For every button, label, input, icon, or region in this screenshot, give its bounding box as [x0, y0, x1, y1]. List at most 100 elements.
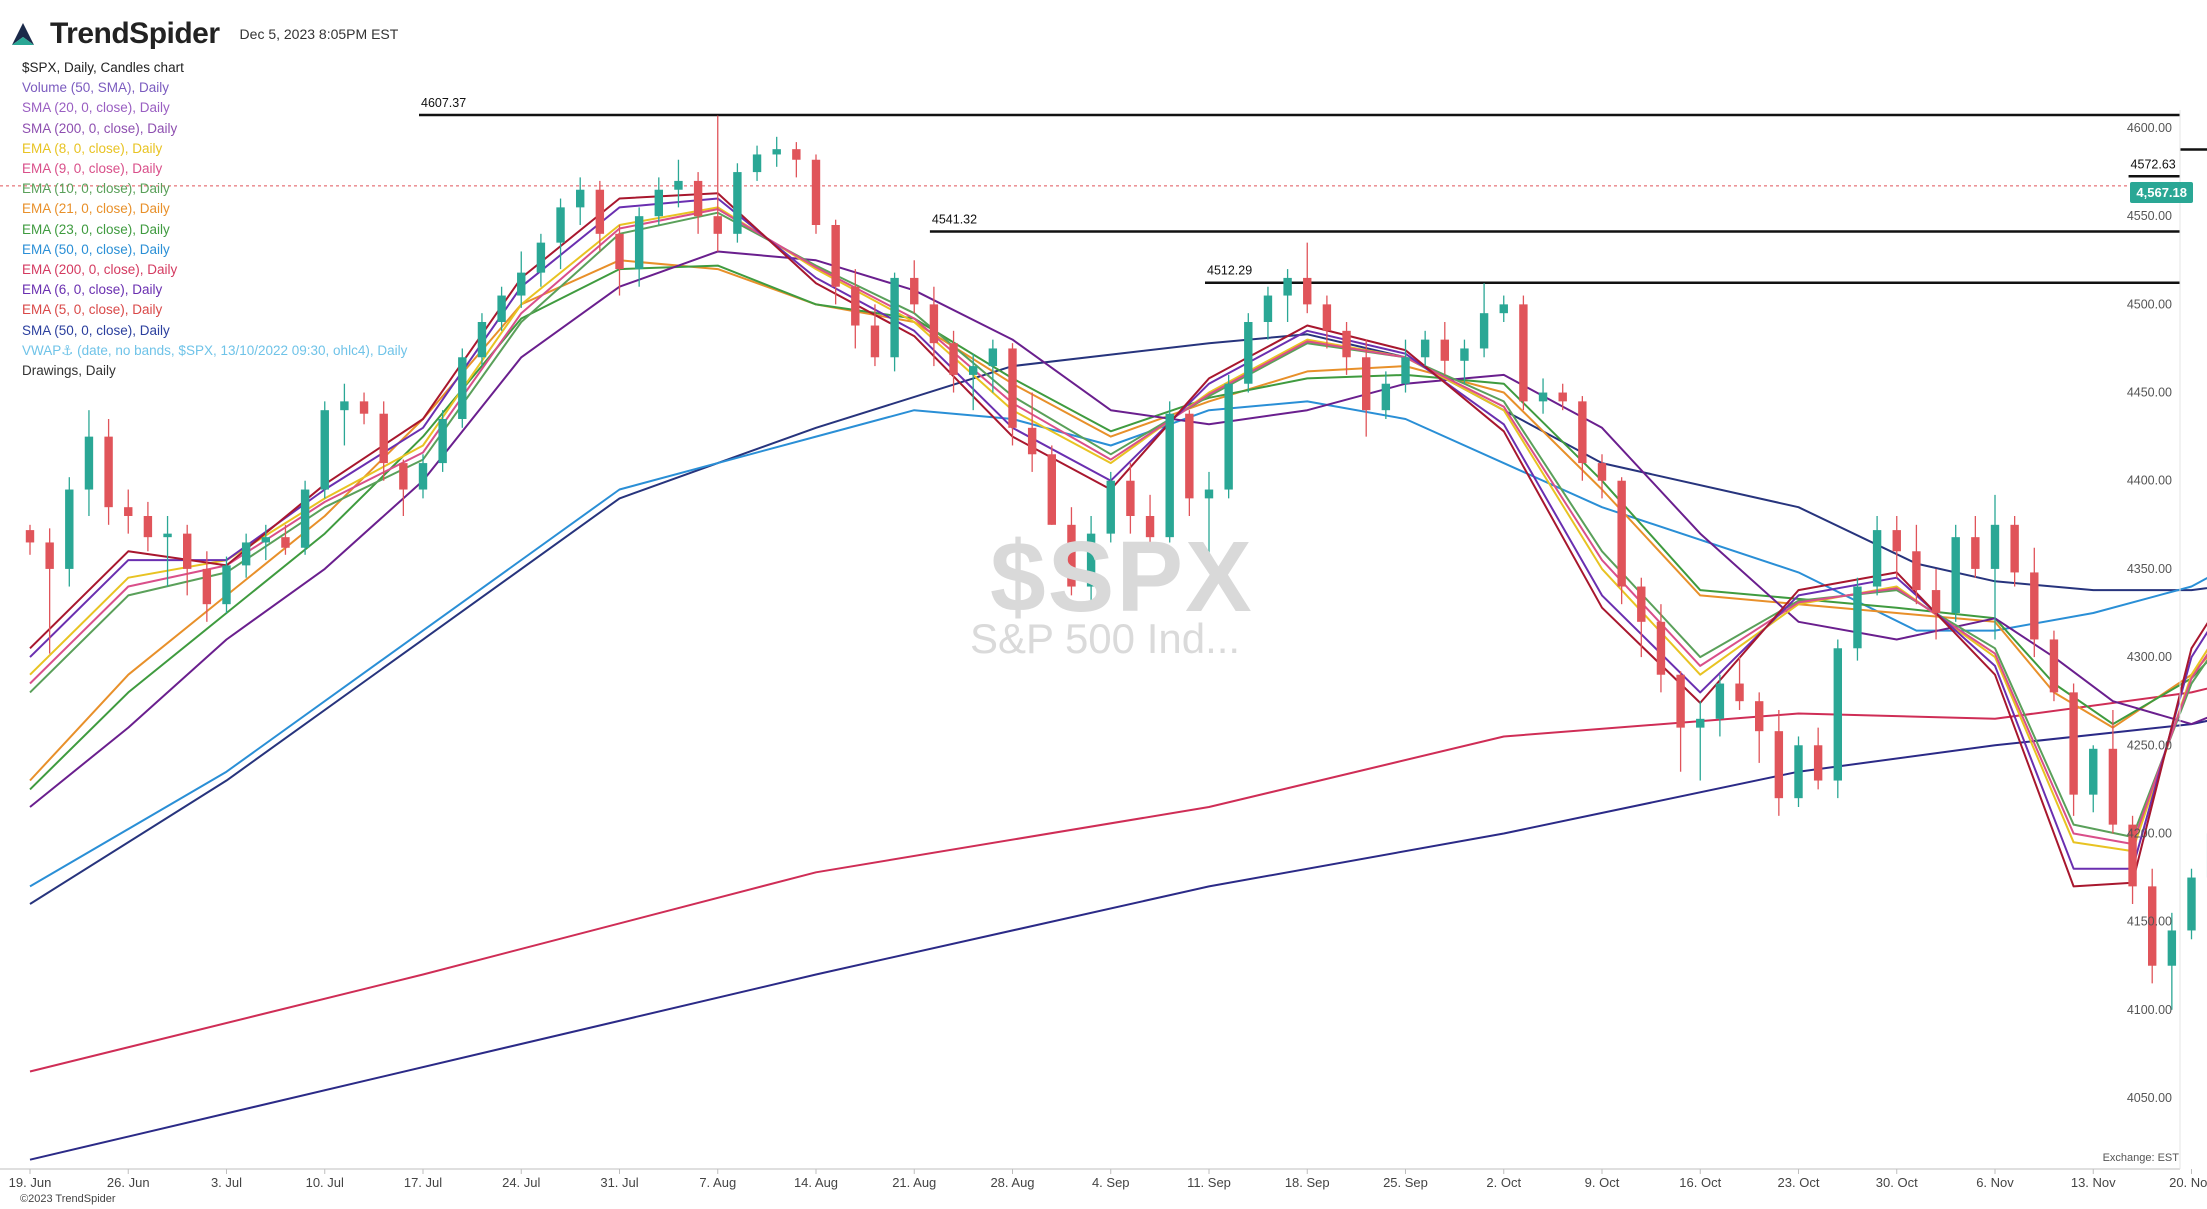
- candle-body: [949, 343, 958, 375]
- y-tick-label: 4150.00: [2127, 915, 2172, 929]
- candle-body: [202, 568, 212, 605]
- x-tick-label: 11. Sep: [1187, 1175, 1231, 1190]
- indicator-legend-item[interactable]: SMA (50, 0, close), Daily: [22, 322, 170, 338]
- candle-body: [1401, 357, 1410, 384]
- copyright: ©2023 TrendSpider: [20, 1193, 116, 1205]
- candle-body: [183, 533, 192, 569]
- candle-body: [1637, 586, 1646, 622]
- candle-body: [1224, 383, 1233, 490]
- indicator-legend-item[interactable]: Volume (50, SMA), Daily: [22, 80, 170, 96]
- candle-body: [163, 533, 172, 538]
- candle-body: [674, 180, 683, 190]
- indicator-legend: $SPX, Daily, Candles chart Volume (50, S…: [22, 58, 407, 381]
- candle-body: [241, 542, 251, 566]
- level-label: 4607.37: [421, 96, 466, 110]
- candle-body: [25, 530, 35, 543]
- candle-body: [1420, 339, 1430, 358]
- candle-body: [438, 419, 447, 464]
- candle-body: [1145, 516, 1155, 538]
- y-tick-label: 4050.00: [2127, 1091, 2172, 1105]
- indicator-legend-item[interactable]: EMA (50, 0, close), Daily: [22, 241, 170, 257]
- x-tick-label: 24. Jul: [502, 1175, 540, 1190]
- x-tick-label: 9. Oct: [1585, 1175, 1620, 1190]
- trendspider-logo-icon: [10, 21, 36, 47]
- candle-body: [1656, 621, 1666, 675]
- candle-body: [1460, 348, 1469, 361]
- candle-body: [320, 410, 329, 490]
- ma-line: [29, 208, 2207, 845]
- candle-body: [1165, 413, 1174, 538]
- candle-body: [910, 277, 919, 305]
- chart-title: $SPX, Daily, Candles chart: [22, 60, 184, 75]
- indicator-legend-item[interactable]: EMA (8, 0, close), Daily: [22, 140, 163, 156]
- candle-body: [536, 242, 546, 273]
- indicator-legend-item[interactable]: EMA (21, 0, close), Daily: [22, 201, 170, 217]
- candle-body: [65, 489, 74, 569]
- ma-line: [29, 197, 2207, 870]
- candle-body: [1303, 277, 1312, 305]
- candle-body: [1872, 530, 1882, 587]
- indicator-legend-item[interactable]: EMA (5, 0, close), Daily: [22, 302, 163, 318]
- x-tick-label: 4. Sep: [1092, 1175, 1130, 1190]
- candle-body: [1912, 551, 1921, 591]
- candle-body: [1047, 454, 1056, 525]
- candle-body: [281, 537, 290, 548]
- candle-body: [45, 542, 54, 569]
- candle-body: [752, 154, 762, 173]
- x-tick-label: 23. Oct: [1778, 1175, 1820, 1190]
- ma-line: [29, 192, 2207, 888]
- level-label: 4541.32: [932, 212, 977, 226]
- candle-body: [1558, 392, 1567, 402]
- indicator-legend-item[interactable]: EMA (23, 0, close), Daily: [22, 221, 170, 237]
- x-tick-label: 7. Aug: [699, 1175, 736, 1190]
- candle-body: [969, 366, 978, 375]
- candle-body: [1715, 683, 1725, 719]
- indicator-legend-item[interactable]: Drawings, Daily: [22, 363, 116, 379]
- x-tick-label: 30. Oct: [1876, 1175, 1918, 1190]
- indicator-legend-item[interactable]: EMA (9, 0, close), Daily: [22, 161, 163, 177]
- candle-body: [1617, 480, 1626, 587]
- moving-average-lines: [29, 192, 2207, 1161]
- candle-body: [143, 516, 153, 538]
- current-price-tag: 4,567.18: [2130, 182, 2193, 203]
- candle-body: [693, 180, 703, 217]
- exchange-label: Exchange: EST: [2102, 1152, 2179, 1164]
- candle-body: [1951, 537, 1960, 613]
- indicator-legend-item[interactable]: SMA (20, 0, close), Daily: [22, 100, 170, 116]
- candle-body: [1538, 392, 1548, 402]
- y-tick-label: 4500.00: [2127, 297, 2172, 311]
- candle-body: [713, 216, 722, 234]
- candle-body: [517, 272, 526, 296]
- candle-body: [1774, 731, 1784, 799]
- indicator-legend-item[interactable]: VWAP⚓ (date, no bands, $SPX, 13/10/2022 …: [22, 342, 408, 358]
- candle-body: [222, 565, 231, 605]
- x-tick-label: 6. Nov: [1976, 1175, 2014, 1190]
- candle-body: [1833, 648, 1842, 781]
- candle-body: [851, 286, 860, 326]
- x-tick-label: 21. Aug: [892, 1175, 936, 1190]
- candle-body: [1597, 463, 1607, 481]
- y-tick-label: 4300.00: [2127, 650, 2172, 664]
- candle-body: [890, 277, 899, 358]
- x-tick-label: 3. Jul: [211, 1175, 242, 1190]
- x-tick-label: 31. Jul: [600, 1175, 638, 1190]
- indicator-legend-item[interactable]: EMA (10, 0, close), Daily: [22, 181, 170, 197]
- candle-body: [654, 189, 663, 217]
- candle-body: [1578, 401, 1587, 464]
- candle-body: [772, 149, 781, 155]
- candle-body: [595, 189, 605, 234]
- indicator-legend-item[interactable]: EMA (6, 0, close), Daily: [22, 282, 163, 298]
- indicator-legend-item[interactable]: EMA (200, 0, close), Daily: [22, 262, 178, 278]
- candle-body: [1499, 304, 1508, 314]
- candle-body: [2187, 877, 2196, 931]
- candle-body: [811, 159, 821, 225]
- y-tick-label: 4350.00: [2127, 562, 2172, 576]
- candle-body: [458, 357, 467, 419]
- indicator-legend-item[interactable]: SMA (200, 0, close), Daily: [22, 120, 178, 136]
- brand-name: TrendSpider: [50, 17, 220, 50]
- candle-body: [399, 463, 408, 490]
- y-tick-label: 4400.00: [2127, 474, 2172, 488]
- candle-body: [1381, 383, 1391, 411]
